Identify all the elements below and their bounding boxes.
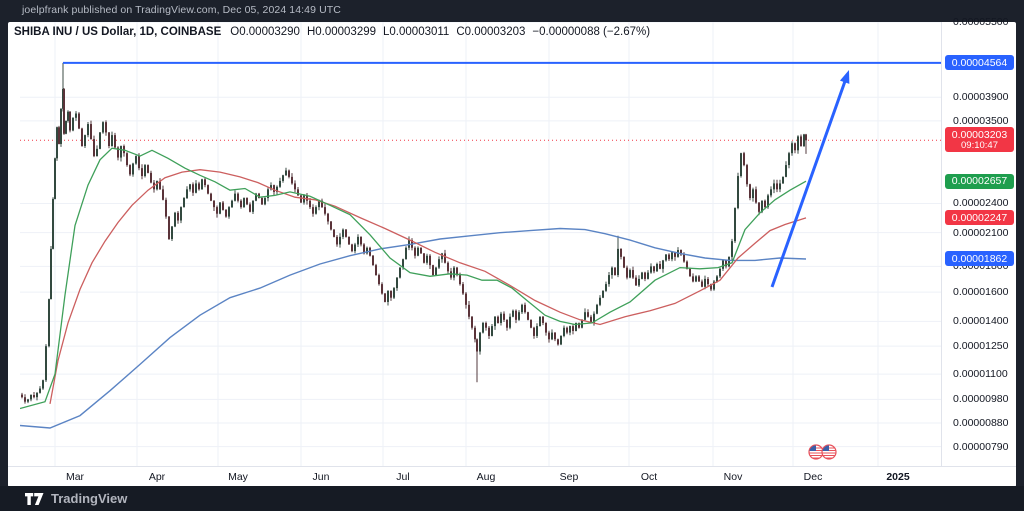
us-flag-event-icon[interactable] xyxy=(808,444,824,460)
symbol-title: SHIBA INU / US Dollar, 1D, COINBASE xyxy=(14,26,222,38)
price-tick-label: 0.00003500 xyxy=(953,114,1009,127)
tradingview-logo-icon[interactable] xyxy=(25,492,44,505)
price-tick-label: 0.00003900 xyxy=(953,91,1009,104)
time-tick-label: Jul xyxy=(396,471,410,483)
time-tick-label: Nov xyxy=(723,471,743,483)
price-badge: 0.00002247 xyxy=(945,210,1014,226)
chart-legend: SHIBA INU / US Dollar, 1D, COINBASE O0.00… xyxy=(14,26,657,38)
projection-arrow-line[interactable] xyxy=(770,75,849,288)
price-tick-label: 0.00001600 xyxy=(953,286,1009,299)
price-tick-label: 0.00002100 xyxy=(953,226,1009,239)
ma-blue-200d-line xyxy=(20,227,807,429)
price-badge: 0.00003203 09:10:47 xyxy=(945,127,1014,153)
price-tick-label: 0.00000980 xyxy=(953,393,1009,406)
price-tick-label: 0.00001100 xyxy=(953,368,1008,381)
price-tick-label: 0.00005500 xyxy=(953,16,1009,28)
published-header: joelpfrank published on TradingView.com,… xyxy=(22,4,341,16)
price-tick-label: 0.00002400 xyxy=(953,197,1009,210)
us-flag-event-icon[interactable] xyxy=(821,444,837,460)
price-badge: 0.00002657 xyxy=(945,173,1014,189)
chart-panel xyxy=(8,22,1016,486)
price-tick-label: 0.00001250 xyxy=(953,340,1009,353)
time-tick-label: Jun xyxy=(312,471,330,483)
ma-red-line xyxy=(49,169,807,405)
ma-green-line xyxy=(20,147,807,410)
time-tick-label: Apr xyxy=(148,471,166,483)
time-tick-label: Aug xyxy=(476,471,496,483)
chart-canvas[interactable] xyxy=(20,22,941,466)
time-tick-label: Mar xyxy=(65,471,85,483)
price-badge: 0.00004564 xyxy=(945,55,1014,71)
price-badge: 0.00001862 xyxy=(945,251,1014,267)
time-tick-label: Dec xyxy=(803,471,823,483)
time-tick-label: May xyxy=(228,471,248,483)
ohlc-change: −0.00000088 (−2.67%) xyxy=(532,26,651,38)
ohlc-high: H0.00003299 xyxy=(306,26,377,38)
ohlc-close: C0.00003203 xyxy=(456,26,526,38)
tradingview-brand-text[interactable]: TradingView xyxy=(51,491,128,506)
candlestick-series xyxy=(21,62,807,404)
ohlc-open: O0.00003290 xyxy=(230,26,300,38)
time-axis[interactable]: Mar Apr May Jun Jul Aug Sep Oct Nov Dec 2025 xyxy=(8,466,1016,487)
price-tick-label: 0.00001400 xyxy=(953,315,1009,328)
time-tick-label: Oct xyxy=(640,471,658,483)
price-tick-label: 0.00000790 xyxy=(953,440,1009,453)
time-tick-label: 2025 xyxy=(886,471,910,483)
price-tick-label: 0.00000880 xyxy=(953,416,1009,429)
ohlc-low: L0.00003011 xyxy=(383,26,450,38)
price-axis[interactable]: 0.00005500 0.00003900 0.00003500 0.00002400… xyxy=(941,16,1017,466)
time-tick-label: Sep xyxy=(559,471,579,483)
projection-arrowhead xyxy=(839,70,850,84)
footer-bar: TradingView xyxy=(0,486,1024,511)
